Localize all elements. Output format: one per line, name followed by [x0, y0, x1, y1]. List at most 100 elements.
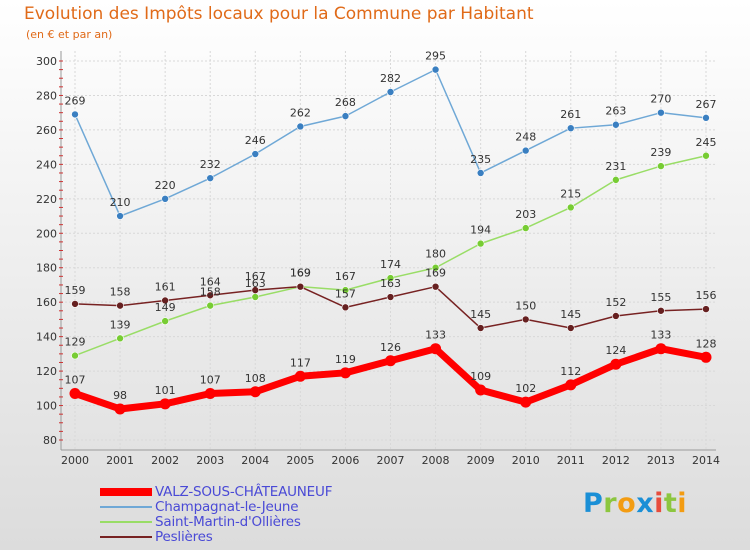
data-label: 128 [696, 337, 717, 350]
data-point [521, 315, 530, 324]
logo-letter: t [663, 488, 678, 519]
data-point [476, 239, 485, 248]
data-point [341, 286, 350, 294]
y-tick-label: 260 [36, 124, 57, 137]
data-label: 167 [335, 270, 356, 283]
data-point [249, 386, 261, 398]
data-label: 102 [515, 382, 536, 395]
data-point [612, 120, 620, 129]
data-point [296, 282, 305, 291]
data-label: 248 [515, 131, 536, 144]
data-point [71, 300, 79, 308]
data-label: 117 [290, 356, 311, 369]
data-point [566, 124, 575, 132]
data-label: 124 [605, 344, 626, 357]
data-point [566, 324, 575, 332]
series-pesli-res [71, 282, 710, 332]
data-label: 269 [65, 94, 86, 107]
data-point [251, 286, 260, 294]
data-point [206, 301, 215, 310]
data-point [339, 367, 351, 379]
y-tick-label: 140 [36, 331, 57, 344]
data-point [116, 301, 124, 310]
data-label: 164 [200, 275, 221, 288]
data-label: 119 [335, 353, 356, 366]
chart-title: Evolution des Impôts locaux pour la Comm… [24, 4, 534, 24]
data-label: 180 [425, 248, 446, 261]
legend-swatch [100, 488, 152, 496]
data-point [430, 343, 442, 355]
data-label: 107 [200, 373, 221, 386]
data-point [69, 387, 81, 399]
data-point [161, 317, 169, 325]
data-label: 231 [605, 160, 626, 173]
data-point [521, 146, 530, 155]
data-label: 126 [380, 341, 401, 354]
chart-subtitle: (en € et par an) [26, 28, 113, 41]
data-point [71, 351, 79, 360]
legend-swatch [100, 506, 152, 508]
data-point [657, 162, 665, 170]
data-point [341, 112, 350, 120]
data-point [431, 263, 440, 272]
data-label: 210 [110, 196, 131, 209]
x-tick-label: 2000 [61, 454, 89, 467]
data-point [386, 88, 395, 96]
data-point [657, 306, 665, 315]
data-label: 268 [335, 96, 356, 109]
data-label: 101 [155, 384, 176, 397]
data-point [610, 358, 622, 370]
x-tick-label: 2004 [241, 454, 269, 467]
data-label: 157 [335, 287, 356, 300]
data-label: 107 [65, 373, 86, 386]
data-label: 169 [290, 267, 311, 280]
data-label: 215 [560, 187, 581, 200]
data-point [520, 396, 532, 408]
data-label: 261 [560, 108, 581, 121]
data-label: 145 [470, 308, 491, 321]
data-label: 133 [425, 329, 446, 342]
data-point [521, 224, 530, 232]
data-label: 129 [65, 336, 86, 349]
data-point [476, 169, 485, 177]
y-tick-label: 240 [36, 158, 57, 171]
x-tick-label: 2007 [377, 454, 405, 467]
legend-label: Champagnat-le-Jeune [155, 499, 299, 515]
data-point [431, 282, 440, 291]
data-label: 158 [110, 286, 131, 299]
data-label: 163 [245, 277, 266, 290]
logo-letter: i [677, 488, 688, 519]
legend-label: Peslières [155, 529, 213, 545]
data-point [294, 370, 306, 382]
data-label: 149 [155, 301, 176, 314]
data-label: 245 [696, 136, 717, 149]
data-point [159, 398, 171, 410]
data-label: 246 [245, 134, 266, 147]
y-tick-label: 100 [36, 400, 57, 413]
series-champagnat-le-jeune [71, 65, 710, 220]
data-point [566, 203, 575, 212]
data-point [71, 110, 79, 119]
data-point [251, 293, 260, 301]
data-point [476, 324, 485, 332]
data-label: 139 [110, 318, 131, 331]
data-point [206, 174, 215, 182]
logo-letter: P [583, 488, 604, 519]
data-label: 235 [470, 153, 491, 166]
data-point [116, 334, 124, 343]
x-tick-label: 2002 [151, 454, 179, 467]
data-label: 267 [696, 98, 717, 111]
data-label: 167 [245, 270, 266, 283]
data-label: 169 [290, 267, 311, 280]
data-point [702, 305, 710, 313]
y-tick-label: 220 [36, 193, 57, 206]
data-label: 163 [380, 277, 401, 290]
data-point [386, 274, 395, 282]
logo-letter: o [617, 488, 637, 519]
data-point [700, 351, 712, 363]
x-tick-label: 2003 [196, 454, 224, 467]
data-point [431, 65, 440, 74]
y-tick-label: 280 [36, 89, 57, 102]
data-point [475, 384, 487, 396]
